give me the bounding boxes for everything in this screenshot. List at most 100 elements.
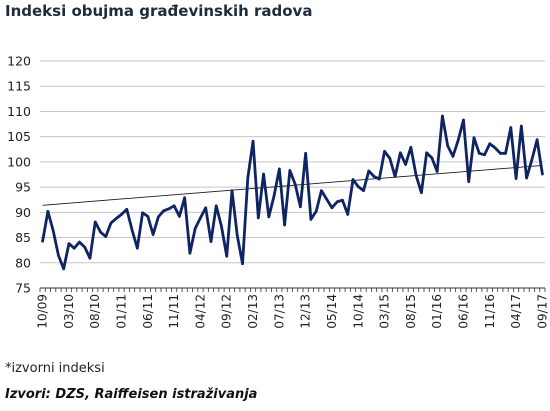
data-point [125, 208, 129, 211]
data-point [441, 114, 444, 118]
y-tick-label: 110 [7, 104, 31, 119]
x-axis [39, 287, 546, 292]
x-tick-label: 09/12 [220, 294, 234, 329]
series-line [41, 114, 544, 271]
data-point [225, 254, 229, 258]
data-point [136, 246, 139, 250]
data-point [41, 239, 44, 243]
footnote: *izvorni indeksi [5, 361, 105, 376]
data-point [520, 124, 523, 128]
data-point [367, 169, 371, 173]
data-point [141, 211, 144, 215]
data-point [309, 218, 313, 221]
data-point [214, 204, 218, 208]
data-point [241, 262, 244, 266]
data-point [335, 200, 339, 204]
x-tick-label: 02/13 [246, 294, 260, 329]
data-point [157, 215, 160, 219]
data-point [399, 151, 402, 155]
x-tick-label: 04/17 [509, 294, 523, 329]
data-point [514, 177, 518, 180]
chart-container: 75 80 85 90 95 100 105 110 115 120 10/09 03/10 08/1… [0, 40, 550, 360]
data-point [504, 152, 507, 155]
series-group [41, 114, 544, 271]
data-point [209, 240, 213, 243]
x-tick-label: 03/15 [378, 294, 392, 329]
data-point [420, 191, 423, 194]
data-point [193, 227, 197, 230]
data-point [78, 240, 81, 244]
data-point [88, 256, 92, 260]
x-tick-label: 07/13 [272, 294, 286, 329]
y-tick-label: 85 [15, 230, 31, 245]
data-point [251, 139, 255, 143]
data-point [477, 152, 481, 155]
data-point [51, 229, 55, 232]
data-point [120, 213, 123, 216]
data-point [162, 209, 165, 213]
data-point [425, 151, 428, 155]
x-tick-label: 05/14 [325, 294, 339, 329]
data-point [451, 155, 455, 158]
data-point [483, 153, 486, 157]
data-point [62, 267, 65, 271]
y-tick-label: 115 [7, 79, 31, 94]
y-tick-label: 80 [15, 255, 31, 270]
data-point [109, 221, 113, 225]
data-point [272, 194, 276, 197]
data-point [220, 225, 223, 228]
x-tick-label: 11/11 [167, 294, 181, 329]
x-tick-label: 08/15 [404, 294, 418, 329]
data-point [178, 215, 181, 218]
y-axis-ticks: 75 80 85 90 95 100 105 110 115 120 [7, 54, 31, 296]
trend-line [42, 164, 543, 206]
y-tick-label: 75 [15, 281, 31, 296]
x-tick-label: 10/09 [36, 294, 50, 329]
data-point [314, 210, 318, 213]
data-point [57, 253, 60, 257]
data-point [325, 197, 328, 201]
data-point [246, 176, 250, 180]
x-tick-label: 03/10 [62, 294, 76, 329]
data-point [83, 245, 87, 249]
data-point [383, 149, 386, 153]
data-point [525, 176, 528, 180]
data-point [172, 204, 176, 208]
data-point [435, 170, 439, 173]
data-point [114, 217, 118, 220]
data-point [330, 206, 334, 210]
data-point [262, 172, 265, 176]
data-point [183, 196, 186, 200]
y-tick-label: 120 [7, 54, 31, 69]
data-point [498, 152, 502, 155]
data-point [488, 142, 492, 146]
x-tick-label: 08/10 [88, 294, 102, 329]
data-point [93, 220, 97, 224]
x-tick-label: 01/11 [115, 294, 129, 329]
x-tick-label: 09/17 [535, 294, 549, 329]
x-tick-label: 11/16 [483, 294, 497, 329]
x-tick-label: 01/16 [430, 294, 444, 329]
line-chart: 75 80 85 90 95 100 105 110 115 120 10/09 03/10 08/1… [7, 54, 550, 329]
y-tick-label: 90 [15, 205, 31, 220]
data-point [446, 144, 449, 148]
data-point [541, 172, 544, 176]
data-point [235, 234, 239, 237]
data-point [188, 251, 192, 255]
data-point [288, 169, 292, 172]
x-axis-ticks: 10/09 03/10 08/10 01/11 06/11 11/11 04/12 09/12… [36, 294, 550, 329]
data-point [472, 136, 476, 139]
data-point [99, 230, 102, 234]
data-point [362, 189, 365, 192]
data-point [462, 118, 465, 122]
data-point [104, 235, 108, 238]
x-tick-label: 04/12 [193, 294, 207, 329]
x-tick-label: 12/13 [299, 294, 313, 329]
data-point [377, 177, 381, 181]
source-note: Izvori: DZS, Raiffeisen istraživanja [5, 387, 258, 402]
data-point [509, 126, 513, 129]
data-point [167, 207, 171, 211]
data-point [535, 138, 539, 141]
data-point [414, 174, 418, 177]
data-point [388, 157, 392, 160]
